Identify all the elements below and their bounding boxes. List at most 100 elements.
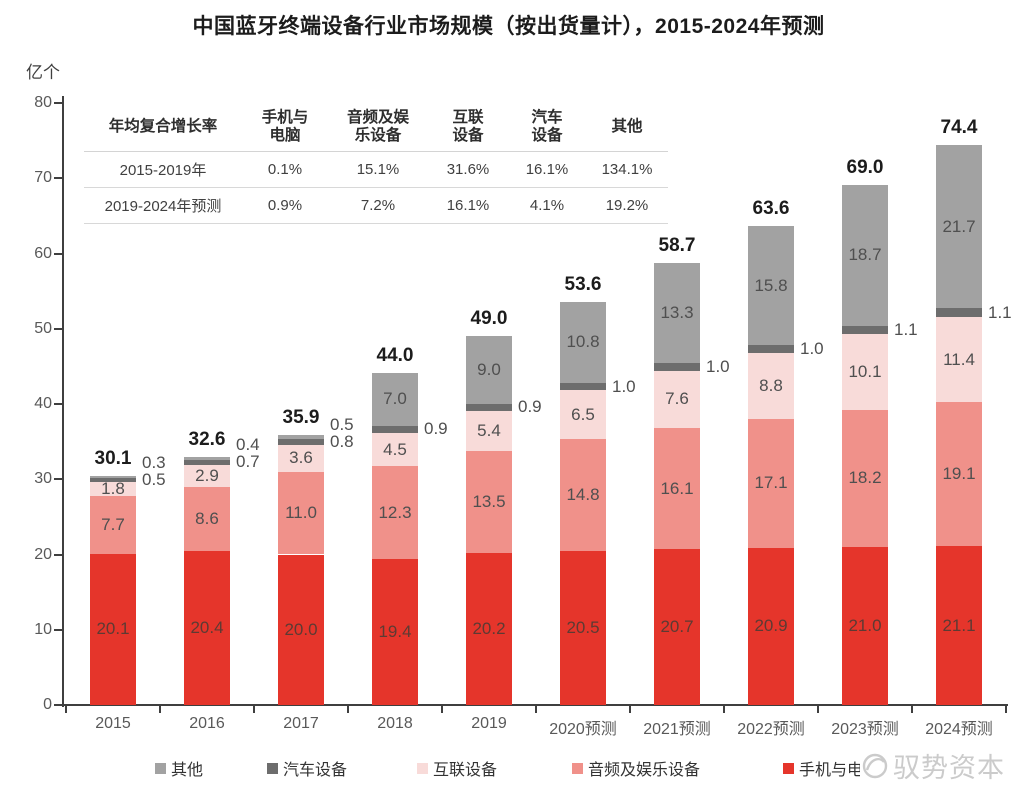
bar-segment-5: [842, 185, 888, 326]
cagr-row-2019-2024: 2019-2024年预测 0.9% 7.2% 16.1% 4.1% 19.2%: [84, 187, 668, 224]
y-axis-tick-label: 20: [34, 545, 52, 563]
y-axis-tick-label: 40: [34, 395, 52, 412]
segment-label-outside: 0.4: [236, 435, 260, 455]
segment-label: 19.1: [942, 464, 976, 484]
segment-label: 21.7: [942, 216, 976, 236]
bar-segment-4: [278, 438, 324, 445]
cagr-table-header-row: 年均复合增长率 手机与 电脑 音频及娱 乐设备 互联 设备 汽车 设备 其他: [84, 103, 668, 152]
bar-segment-2: [748, 419, 794, 548]
legend-item-1: 其他: [155, 757, 203, 779]
bar-total-label: 69.0: [846, 157, 884, 179]
x-axis-category-label: 2018: [377, 715, 413, 732]
bar-segment-1: [278, 554, 324, 705]
y-axis-tick-label: 50: [34, 319, 52, 337]
bar-segment-1: [936, 546, 982, 705]
watermark-text: 驭势资本: [893, 752, 1005, 783]
cagr-col-audio: 音频及娱 乐设备: [328, 103, 428, 152]
segment-label-outside: 1.1: [988, 302, 1012, 322]
y-axis-tick: [54, 704, 62, 706]
bar-segment-3: [560, 390, 606, 440]
bar-segment-4: [184, 459, 230, 465]
bar-segment-1: [560, 550, 606, 705]
legend-label: 音频及娱乐设备: [588, 762, 701, 779]
y-axis-tick-label: 10: [34, 620, 52, 638]
bar-total-label: 49.0: [470, 308, 508, 330]
x-axis-tick: [1005, 705, 1007, 713]
bar-total-label: 74.4: [940, 117, 978, 139]
cagr-value: 31.6%: [428, 151, 508, 188]
segment-label-outside: 0.5: [330, 414, 354, 434]
segment-label: 7.6: [665, 389, 689, 409]
bar-segment-3: [372, 432, 418, 467]
legend-label: 互联设备: [433, 762, 498, 779]
bar-segment-4: [936, 308, 982, 317]
bar-segment-2: [842, 410, 888, 547]
cagr-value: 15.1%: [328, 151, 428, 188]
bar-segment-5: [936, 145, 982, 309]
x-axis-tick: [65, 705, 67, 713]
bar-segment-4: [654, 363, 700, 371]
segment-label: 15.8: [754, 275, 788, 295]
x-axis-category-label: 2016: [189, 715, 225, 732]
bar-segment-2: [560, 439, 606, 551]
bar-segment-4: [842, 325, 888, 334]
segment-label-outside: 0.9: [518, 397, 542, 417]
bar-segment-1: [90, 553, 136, 705]
bar-segment-5: [90, 476, 136, 479]
cagr-value: 0.1%: [242, 151, 328, 188]
bar-segment-5: [560, 301, 606, 383]
cagr-col-other: 其他: [586, 103, 668, 152]
bar-segment-2: [936, 402, 982, 547]
cagr-value: 7.2%: [328, 187, 428, 224]
legend-label: 其他: [171, 762, 204, 779]
segment-label-outside: 0.7: [236, 452, 260, 472]
y-axis-tick: [54, 102, 62, 104]
segment-label-outside: 1.1: [894, 319, 918, 339]
segment-label: 10.1: [848, 362, 882, 382]
x-axis-category-label: 2024预测: [925, 721, 993, 738]
bar-total-label: 35.9: [282, 406, 320, 428]
bar-segment-2: [184, 486, 230, 552]
segment-label: 17.1: [754, 473, 788, 493]
bar-segment-1: [748, 547, 794, 705]
segment-label: 18.2: [848, 468, 882, 488]
legend-marker-icon: [417, 762, 428, 774]
segment-label: 12.3: [378, 502, 412, 522]
segment-label-outside: 0.9: [424, 419, 448, 439]
segment-label: 20.1: [96, 619, 130, 639]
bar-segment-1: [842, 546, 888, 705]
legend-marker-icon: [783, 762, 794, 774]
bar-segment-3: [842, 334, 888, 411]
bar-segment-2: [90, 495, 136, 554]
bar-segment-2: [278, 471, 324, 555]
y-axis-tick: [54, 553, 62, 556]
watermark: 驭势资本: [860, 744, 1017, 786]
bar-segment-5: [372, 373, 418, 426]
y-axis-tick-label: 30: [34, 470, 52, 488]
x-axis-tick: [441, 705, 443, 713]
segment-label: 20.0: [284, 619, 318, 639]
x-axis-tick: [253, 705, 255, 713]
segment-label: 20.4: [190, 618, 224, 638]
segment-label: 11.0: [285, 503, 317, 523]
bar-segment-3: [184, 464, 230, 487]
segment-label-outside: 0.8: [330, 431, 354, 451]
cagr-row-label: 2015-2019年: [84, 151, 242, 188]
watermark-logo-icon: [860, 750, 890, 780]
segment-label-outside: 1.0: [612, 376, 636, 396]
bar-segment-5: [466, 336, 512, 404]
x-axis-tick: [723, 705, 725, 713]
cagr-value: 16.1%: [428, 187, 508, 224]
cagr-value: 0.9%: [242, 187, 328, 224]
bar-segment-2: [654, 428, 700, 550]
bar-total-label: 32.6: [188, 428, 226, 450]
x-axis-category-label: 2021预测: [643, 721, 711, 738]
y-axis-tick-label: 60: [34, 244, 52, 262]
legend-marker-icon: [267, 762, 278, 774]
bar-segment-4: [372, 425, 418, 433]
segment-label: 8.6: [195, 509, 219, 529]
segment-label: 10.8: [566, 332, 600, 352]
segment-label-outside: 1.0: [706, 357, 730, 377]
bar-segment-2: [466, 451, 512, 553]
bar-segment-3: [936, 316, 982, 403]
